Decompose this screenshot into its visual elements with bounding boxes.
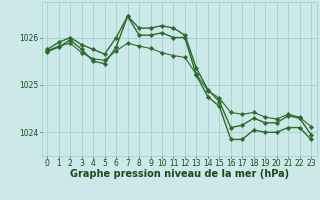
X-axis label: Graphe pression niveau de la mer (hPa): Graphe pression niveau de la mer (hPa) [70, 169, 289, 179]
